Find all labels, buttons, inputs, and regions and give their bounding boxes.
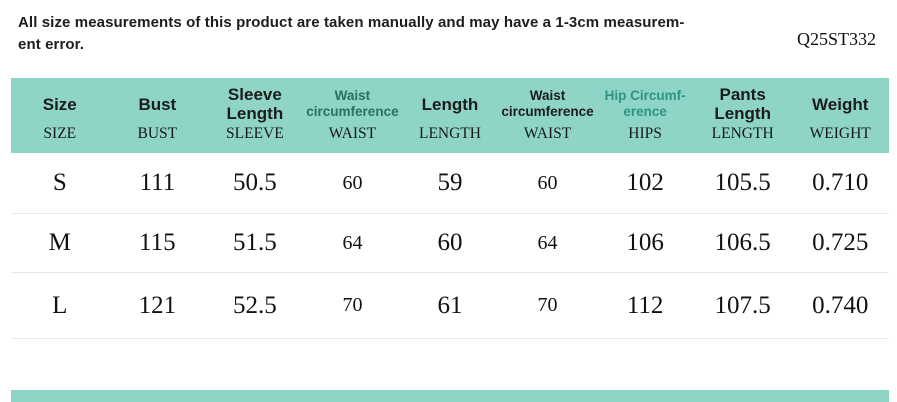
value-cell-waist-circumference-2: 64	[537, 231, 558, 254]
hip-circumference-label: Hip Circumf-erence	[604, 88, 686, 119]
column-header-waist-circumference-1: Waist circumference WAIST	[304, 78, 402, 153]
table-body: S 111 50.5 60 59 60 102 105.5 0.710 M 115 51.5 64 60 6…	[11, 153, 889, 339]
value-cell-sleeve-length: 51.5	[233, 229, 277, 256]
value-cell-waist-circumference-1: 70	[342, 294, 363, 316]
value-cell-weight: 0.710	[812, 169, 869, 196]
value-cell-weight: 0.725	[812, 229, 869, 256]
hip-circumference-sublabel: HIPS	[628, 125, 662, 142]
length-sublabel: LENGTH	[418, 125, 481, 142]
value-cell-pants-length: 106.5	[714, 229, 771, 256]
bust-sublabel: BUST	[137, 125, 178, 142]
table-row-l: L 121 52.5 70 61 70 112 107.5 0.740	[11, 273, 889, 339]
table-row-m: M 115 51.5 64 60 64 106 106.5 0.725	[11, 214, 889, 273]
table-row-s: S 111 50.5 60 59 60 102 105.5 0.710	[11, 153, 889, 214]
value-cell-waist-circumference-2: 70	[537, 294, 558, 316]
value-cell-waist-circumference-1: 64	[342, 231, 363, 254]
value-cell-bust: 121	[138, 291, 177, 319]
waist-circumference-1-label: Waist circumference	[306, 88, 399, 119]
column-header-bust: Bust BUST	[109, 78, 207, 153]
value-cell-length: 61	[437, 291, 463, 319]
value-cell-hip-circumference: 106	[626, 229, 664, 256]
waist-circumference-2-label: Waist circumference	[501, 88, 594, 119]
size-sublabel: SIZE	[43, 125, 77, 142]
weight-sublabel: WEIGHT	[809, 125, 871, 142]
value-cell-sleeve-length: 50.5	[233, 169, 277, 196]
value-cell-waist-circumference-1: 60	[342, 171, 363, 194]
value-cell-sleeve-length: 52.5	[233, 291, 277, 319]
size-cell: M	[48, 229, 71, 256]
measurement-note: All size measurements of this product ar…	[18, 12, 684, 56]
column-header-weight: Weight WEIGHT	[791, 78, 889, 153]
size-cell: L	[52, 291, 68, 319]
value-cell-weight: 0.740	[812, 291, 869, 319]
column-header-waist-circumference-2: Waist circumference WAIST	[499, 78, 597, 153]
weight-label: Weight	[812, 94, 869, 114]
column-header-hip-circumference: Hip Circumf-erence HIPS	[596, 78, 694, 153]
waist-circumference-1-sublabel: WAIST	[328, 125, 377, 142]
value-cell-hip-circumference: 112	[626, 291, 664, 319]
product-code: Q25ST332	[797, 29, 877, 49]
pants-length-label: Pants Length	[714, 85, 771, 123]
measurement-note-line2: ent error.	[18, 36, 85, 53]
waist-circumference-2-sublabel: WAIST	[523, 125, 572, 142]
value-cell-length: 59	[437, 169, 463, 196]
value-cell-hip-circumference: 102	[626, 169, 664, 196]
size-cell: S	[52, 169, 67, 196]
column-header-size: Size SIZE	[11, 78, 109, 153]
column-header-length: Length LENGTH	[401, 78, 499, 153]
value-cell-length: 60	[437, 229, 463, 256]
length-label: Length	[421, 94, 479, 114]
bust-label: Bust	[138, 94, 177, 114]
sleeve-length-sublabel: SLEEVE	[226, 125, 284, 142]
size-label: Size	[42, 94, 77, 114]
value-cell-pants-length: 107.5	[714, 291, 771, 319]
sleeve-length-label: Sleeve Length	[226, 85, 284, 123]
value-cell-bust: 111	[139, 169, 176, 196]
value-cell-pants-length: 105.5	[714, 169, 771, 196]
pants-length-sublabel: LENGTH	[711, 125, 774, 142]
measurement-note-line1: All size measurements of this product ar…	[18, 14, 685, 31]
value-cell-bust: 115	[139, 229, 176, 256]
column-header-sleeve-length: Sleeve Length SLEEVE	[206, 78, 304, 153]
value-cell-waist-circumference-2: 60	[537, 171, 558, 194]
footer-bar	[11, 390, 889, 402]
column-header-pants-length: Pants Length LENGTH	[694, 78, 792, 153]
table-header-band: Size SIZE Bust BUST Sleeve Length SLEEVE Waist c…	[11, 78, 889, 153]
